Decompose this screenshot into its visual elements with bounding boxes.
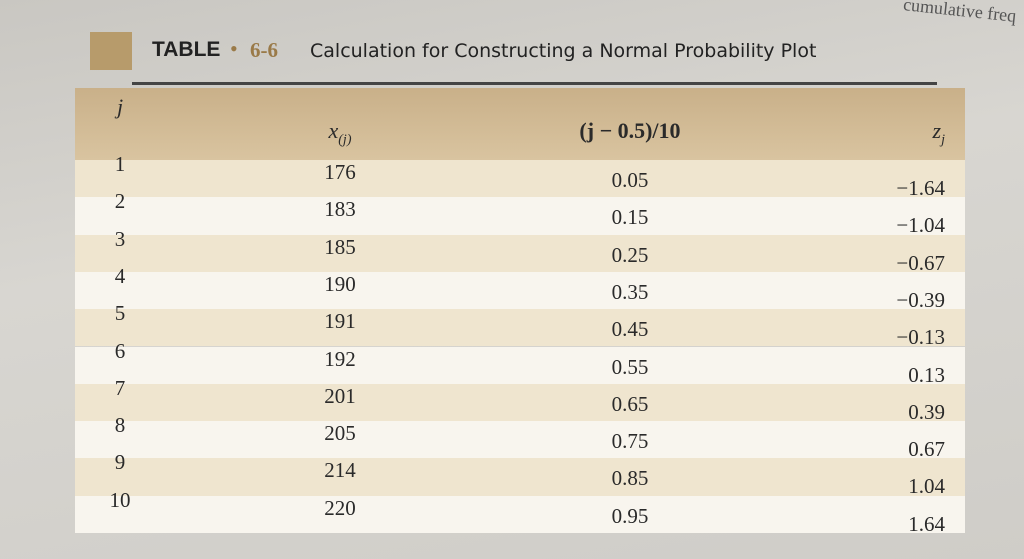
table-cell: 5 — [114, 301, 126, 326]
table-cell: −1.64 — [896, 176, 945, 200]
table-row: 4 190 0.35 −0.39 — [75, 264, 965, 312]
title-square — [90, 32, 132, 70]
table-cell: −0.13 — [896, 325, 945, 350]
column-header: x(j) — [240, 118, 440, 148]
table-cell: 0.25 — [611, 242, 649, 267]
table-cell: 1.64 — [908, 511, 945, 536]
table-cell: 201 — [324, 383, 356, 408]
table-cell: 8 — [114, 413, 126, 438]
table-cell: 1 — [114, 152, 126, 176]
margin-text: cumulative freq — [901, 0, 1017, 26]
table-cell: 185 — [324, 234, 356, 259]
table-cell: 6 — [114, 338, 126, 363]
table-cell: 183 — [324, 197, 356, 222]
rule — [132, 82, 937, 85]
table-row: 7 201 0.65 0.39 — [75, 376, 965, 424]
table-cell: 0.15 — [611, 205, 649, 230]
table-cell: 10 — [109, 487, 131, 512]
table-row: 1 176 0.05 −1.64 — [75, 152, 965, 200]
bullet: • — [230, 36, 238, 61]
table-cell: 0.75 — [611, 429, 649, 454]
table: j x(j) (j − 0.5)/10 zj 1 176 0.05 −1.64 2 183 0.1… — [75, 88, 965, 536]
table-cell: 0.35 — [611, 279, 649, 304]
table-cell: 205 — [324, 421, 356, 446]
table-row: 9 214 0.85 1.04 — [75, 450, 965, 498]
table-cell: 3 — [114, 226, 126, 251]
table-cell: 9 — [114, 450, 126, 475]
title-bar: TABLE • 6-6 Calculation for Constructing… — [90, 32, 910, 72]
table-cell: 190 — [324, 271, 356, 296]
table-cell: 192 — [324, 346, 356, 371]
table-header: j x(j) (j − 0.5)/10 zj — [75, 88, 965, 160]
table-cell: 0.85 — [611, 466, 649, 491]
table-cell: 0.67 — [908, 437, 945, 462]
table-row: 6 192 0.55 0.13 — [75, 339, 965, 387]
column-header: zj — [933, 118, 945, 148]
header-base: z — [932, 118, 942, 143]
table-cell: −1.04 — [896, 213, 945, 238]
table-row: 5 191 0.45 −0.13 — [75, 301, 965, 349]
column-header: (j − 0.5)/10 — [530, 118, 730, 144]
table-cell: 1.04 — [908, 474, 945, 499]
table-title: Calculation for Constructing a Normal Pr… — [310, 40, 817, 62]
table-cell: 2 — [114, 189, 126, 214]
table-cell: 0.45 — [611, 317, 649, 342]
table-cell: 0.65 — [611, 391, 649, 416]
header-base: j — [116, 94, 124, 119]
table-cell: 0.05 — [611, 168, 649, 192]
table-cell: 0.55 — [611, 354, 649, 379]
header-sub: (j) — [338, 132, 352, 148]
column-header: j — [20, 94, 220, 120]
table-row: 8 205 0.75 0.67 — [75, 413, 965, 461]
table-cell: 0.13 — [908, 362, 945, 387]
table-row: 2 183 0.15 −1.04 — [75, 189, 965, 237]
table-cell: 7 — [114, 375, 126, 400]
table-row: 10 220 0.95 1.64 — [75, 488, 965, 536]
table-cell: −0.67 — [896, 250, 945, 275]
table-label: TABLE — [152, 38, 221, 61]
table-cell: 4 — [114, 263, 126, 288]
table-cell: 0.39 — [908, 399, 945, 424]
table-cell: 0.95 — [611, 503, 649, 528]
table-cell: 191 — [324, 309, 356, 334]
table-cell: 176 — [324, 160, 356, 184]
table-number: 6-6 — [250, 38, 278, 62]
header-sub: j — [941, 132, 945, 148]
table-cell: −0.39 — [896, 287, 945, 312]
table-cell: 220 — [324, 495, 356, 520]
header-base: (j − 0.5)/10 — [579, 118, 681, 143]
table-cell: 214 — [324, 458, 356, 483]
table-row: 3 185 0.25 −0.67 — [75, 227, 965, 275]
header-base: x — [328, 118, 339, 143]
